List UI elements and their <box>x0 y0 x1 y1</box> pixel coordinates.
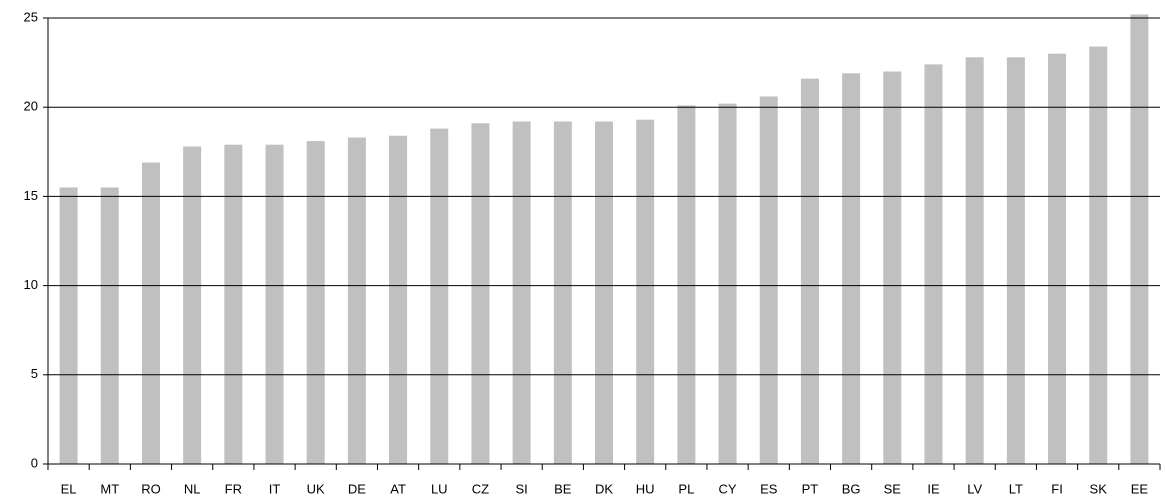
bar <box>718 103 737 464</box>
x-tick-label: SE <box>884 481 902 496</box>
x-tick-label: LT <box>1009 481 1023 496</box>
x-tick-label: NL <box>184 481 201 496</box>
bar <box>1006 57 1025 465</box>
x-tick-label: CY <box>719 481 737 496</box>
x-tick-label: PT <box>802 481 819 496</box>
bar <box>100 187 119 465</box>
y-tick-label: 0 <box>31 455 38 470</box>
bar <box>800 78 819 464</box>
bar <box>1130 14 1149 464</box>
bar <box>636 119 655 465</box>
x-tick-label: RO <box>141 481 161 496</box>
x-tick-label: HU <box>636 481 655 496</box>
x-tick-label: FI <box>1051 481 1063 496</box>
bar <box>141 162 160 464</box>
x-tick-label: IE <box>927 481 940 496</box>
y-tick-label: 20 <box>24 99 38 114</box>
bar <box>1048 53 1067 465</box>
bar <box>306 141 325 464</box>
bar <box>512 121 531 465</box>
bar <box>224 144 243 464</box>
bar <box>965 57 984 465</box>
bar <box>265 144 284 464</box>
x-tick-label: DK <box>595 481 613 496</box>
bar <box>842 73 861 464</box>
bar <box>183 146 202 464</box>
bar <box>347 137 366 464</box>
x-tick-label: BG <box>842 481 861 496</box>
x-tick-label: ES <box>760 481 778 496</box>
x-tick-label: UK <box>307 481 325 496</box>
x-tick-label: EL <box>61 481 77 496</box>
x-tick-label: PL <box>678 481 694 496</box>
bar <box>677 105 696 464</box>
bar <box>430 128 449 464</box>
x-tick-label: LU <box>431 481 448 496</box>
x-tick-label: IT <box>269 481 281 496</box>
y-tick-label: 10 <box>24 277 38 292</box>
bar <box>759 96 778 464</box>
bar <box>389 135 408 464</box>
x-tick-label: MT <box>100 481 119 496</box>
bar <box>595 121 613 465</box>
bar <box>471 123 490 465</box>
x-tick-label: CZ <box>472 481 489 496</box>
y-tick-label: 5 <box>31 366 38 381</box>
x-tick-label: EE <box>1131 481 1149 496</box>
x-tick-label: DE <box>348 481 366 496</box>
y-tick-label: 25 <box>24 9 38 24</box>
bar <box>924 64 943 464</box>
x-tick-label: BE <box>554 481 572 496</box>
bar <box>553 121 572 465</box>
x-tick-label: LV <box>967 481 982 496</box>
bar <box>1089 46 1108 464</box>
x-tick-label: SK <box>1090 481 1108 496</box>
bar <box>883 71 902 465</box>
x-tick-label: AT <box>390 481 406 496</box>
bar <box>59 187 78 465</box>
y-tick-label: 15 <box>24 188 38 203</box>
x-tick-label: SI <box>515 481 527 496</box>
x-tick-label: FR <box>225 481 242 496</box>
